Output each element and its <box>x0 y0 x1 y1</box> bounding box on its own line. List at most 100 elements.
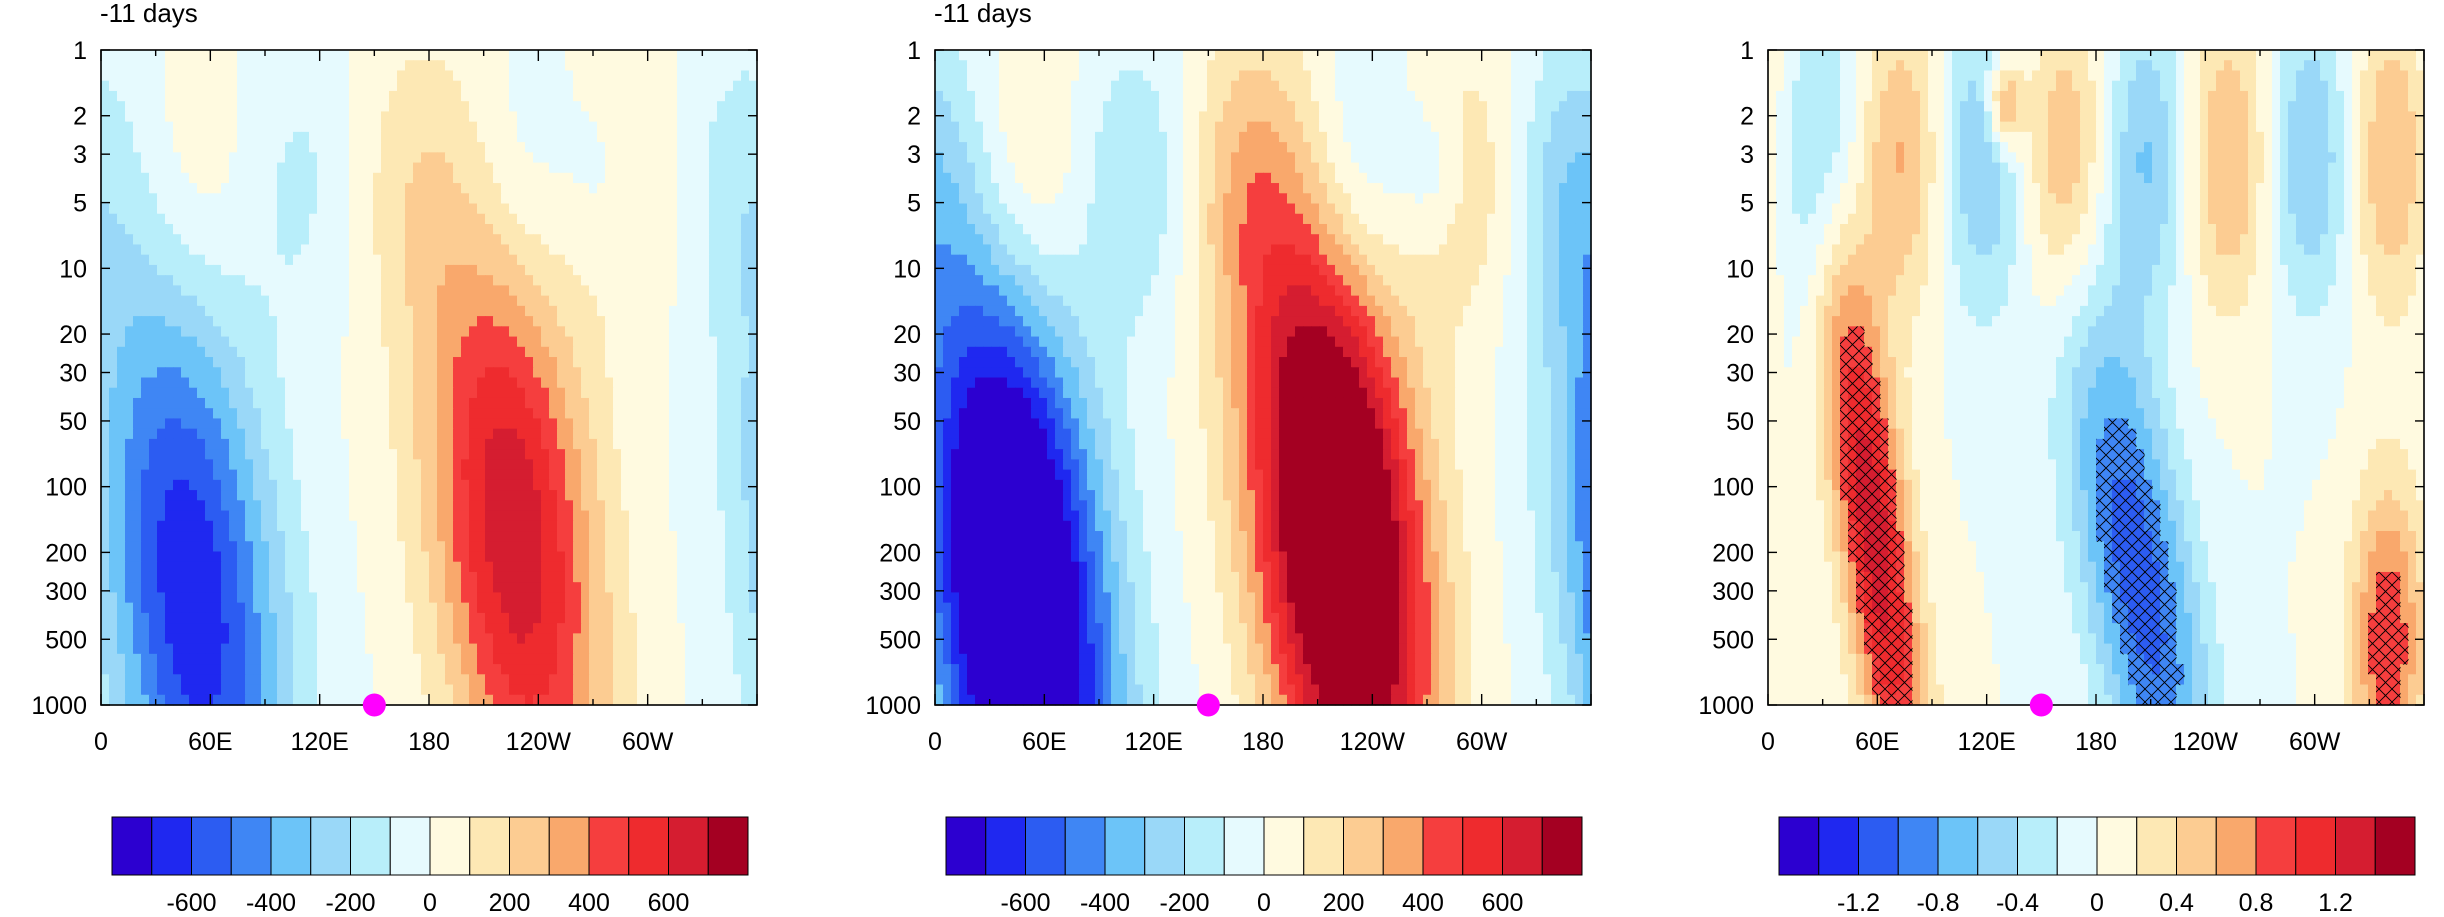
contour-cell <box>381 70 390 82</box>
contour-cell <box>149 592 158 604</box>
contour-cell <box>261 438 270 450</box>
contour-cell <box>629 479 638 491</box>
contour-cell <box>677 80 686 92</box>
contour-cell <box>613 490 622 501</box>
contour-cell <box>605 326 614 338</box>
contour-cell <box>317 367 326 379</box>
contour-cell <box>189 510 198 522</box>
contour-cell <box>285 336 294 348</box>
contour-cell <box>173 551 182 563</box>
contour-cell <box>221 592 230 604</box>
contour-cell <box>485 234 494 246</box>
contour-cell <box>517 101 526 113</box>
contour-cell <box>221 223 230 235</box>
contour-cell <box>365 316 374 327</box>
contour-cell <box>125 633 134 645</box>
contour-cell <box>501 172 510 184</box>
contour-cell <box>389 357 398 368</box>
contour-cell <box>109 50 118 61</box>
contour-cell <box>461 50 470 61</box>
contour-cell <box>381 479 390 491</box>
contour-cell <box>669 459 678 471</box>
contour-cell <box>365 490 374 501</box>
contour-cell <box>261 203 270 215</box>
contour-cell <box>421 428 430 440</box>
contour-cell <box>325 633 334 645</box>
contour-cell <box>741 142 750 153</box>
contour-cell <box>397 612 406 624</box>
contour-cell <box>437 397 446 409</box>
contour-cell <box>621 234 630 246</box>
contour-cell <box>717 121 726 133</box>
contour-cell <box>221 326 230 338</box>
contour-cell <box>221 264 230 276</box>
contour-cell <box>469 510 478 522</box>
contour-cell <box>365 612 374 624</box>
contour-cell <box>581 244 590 256</box>
contour-cell <box>501 418 510 430</box>
contour-cell <box>589 367 598 379</box>
contour-cell <box>677 203 686 215</box>
contour-cell <box>125 592 134 604</box>
contour-cell <box>661 449 670 460</box>
contour-cell <box>469 213 478 225</box>
contour-cell <box>693 346 702 358</box>
contour-cell <box>125 561 134 573</box>
contour-cell <box>365 438 374 450</box>
contour-cell <box>205 500 214 512</box>
contour-cell <box>293 203 302 215</box>
contour-cell <box>293 592 302 604</box>
contour-cell <box>533 183 542 194</box>
contour-cell <box>717 203 726 215</box>
contour-cell <box>685 183 694 194</box>
contour-cell <box>189 162 198 174</box>
contour-cell <box>261 346 270 358</box>
contour-cell <box>725 397 734 409</box>
contour-cell <box>469 234 478 246</box>
contour-cell <box>197 172 206 184</box>
contour-cell <box>389 664 398 675</box>
contour-cell <box>125 520 134 532</box>
contour-cell <box>541 70 550 82</box>
contour-cell <box>573 264 582 276</box>
panel-left-title: -11 days <box>100 0 198 28</box>
contour-cell <box>533 50 542 61</box>
contour-cell <box>637 561 646 573</box>
contour-cell <box>637 520 646 532</box>
contour-cell <box>613 357 622 368</box>
contour-cell <box>613 223 622 235</box>
contour-cell <box>293 244 302 256</box>
contour-cell <box>509 336 518 348</box>
contour-cell <box>133 213 142 225</box>
contour-cell <box>365 295 374 307</box>
contour-cell <box>709 70 718 82</box>
contour-cell <box>101 101 110 113</box>
contour-cell <box>389 162 398 174</box>
contour-cell <box>397 111 406 123</box>
contour-cell <box>381 633 390 645</box>
contour-cell <box>253 357 262 368</box>
contour-cell <box>253 664 262 675</box>
contour-cell <box>541 152 550 164</box>
contour-cell <box>485 612 494 624</box>
contour-cell <box>461 244 470 256</box>
contour-cell <box>653 612 662 624</box>
contour-cell <box>293 90 302 102</box>
contour-cell <box>301 326 310 338</box>
contour-cell <box>517 612 526 624</box>
contour-cell <box>141 193 150 205</box>
contour-cell <box>533 285 542 297</box>
contour-cell <box>581 90 590 102</box>
contour-cell <box>197 397 206 409</box>
contour-cell <box>645 397 654 409</box>
contour-cell <box>285 500 294 512</box>
contour-cell <box>653 183 662 194</box>
contour-cell <box>501 377 510 389</box>
contour-cell <box>301 479 310 491</box>
contour-cell <box>301 633 310 645</box>
contour-cell <box>181 213 190 225</box>
contour-cell <box>533 633 542 645</box>
contour-cell <box>181 459 190 471</box>
contour-cell <box>581 561 590 573</box>
contour-cell <box>413 428 422 440</box>
